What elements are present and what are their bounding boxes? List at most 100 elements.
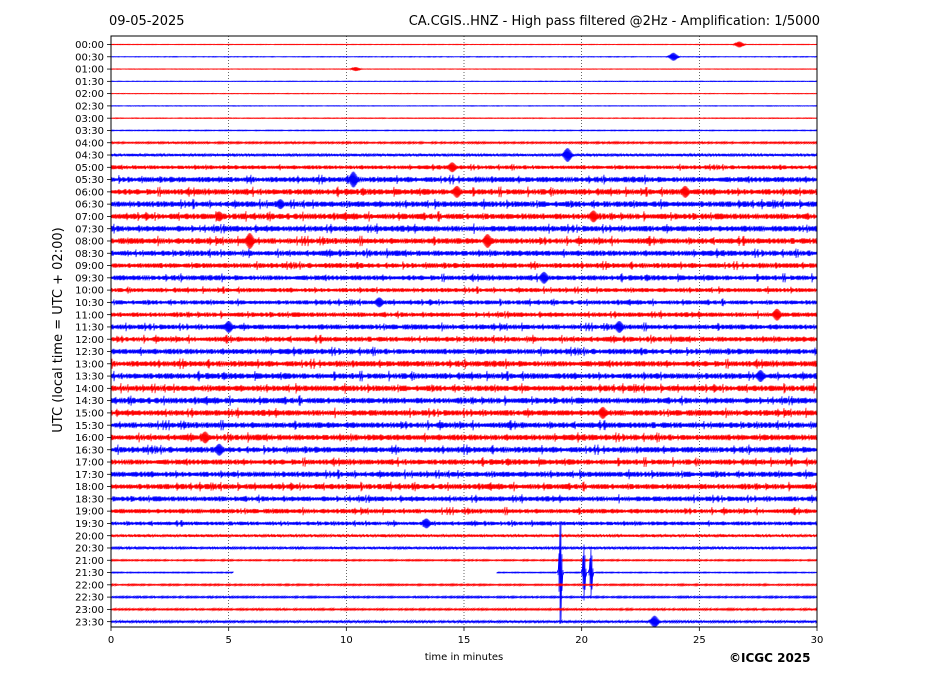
trace-0100: [110, 66, 818, 72]
trace-1000: [110, 286, 818, 295]
y-tick-label: 00:30: [75, 52, 104, 63]
trace-1900: [110, 506, 818, 516]
y-tick-label: 01:00: [75, 65, 104, 76]
trace-2130: [110, 520, 818, 625]
x-tick-label: 30: [811, 635, 824, 646]
trace-1230: [110, 346, 818, 357]
x-axis-ticks: 0 5 10 15 20 25 30: [108, 627, 824, 646]
y-tick-label: 21:00: [75, 556, 104, 567]
trace-2030: [110, 545, 818, 551]
y-tick-label: 17:30: [75, 470, 104, 481]
trace-1500: [110, 406, 818, 419]
x-tick-label: 25: [693, 635, 706, 646]
x-tick-label: 15: [458, 635, 471, 646]
y-tick-label: 19:00: [75, 507, 104, 518]
trace-1530: [110, 419, 818, 431]
trace-2100: [110, 558, 818, 563]
trace-1430: [110, 395, 818, 407]
y-tick-label: 03:00: [75, 114, 104, 125]
y-tick-label: 03:30: [75, 126, 104, 137]
trace-0130: [110, 80, 818, 83]
x-axis-label: time in minutes: [425, 652, 504, 663]
trace-0330: [110, 129, 818, 132]
y-tick-label: 14:30: [75, 396, 104, 407]
trace-0400: [110, 140, 818, 146]
y-tick-label: 07:00: [75, 212, 104, 223]
trace-2000: [110, 533, 818, 539]
trace-2200: [110, 582, 818, 588]
y-tick-label: 11:00: [75, 310, 104, 321]
trace-1800: [110, 481, 818, 492]
y-tick-label: 15:30: [75, 421, 104, 432]
y-tick-label: 12:30: [75, 347, 104, 358]
y-tick-label: 05:30: [75, 175, 104, 186]
y-tick-label: 23:30: [75, 617, 104, 628]
trace-0300: [110, 117, 818, 120]
trace-1300: [110, 358, 818, 370]
x-tick-label: 10: [340, 635, 353, 646]
y-tick-label: 05:00: [75, 163, 104, 174]
y-tick-label: 09:30: [75, 273, 104, 284]
trace-1830: [110, 494, 818, 504]
trace-0500: [110, 162, 818, 173]
y-tick-label: 06:00: [75, 187, 104, 198]
y-tick-label: 00:00: [75, 40, 104, 51]
y-tick-label: 02:30: [75, 102, 104, 113]
trace-0630: [110, 198, 818, 210]
y-tick-label: 09:00: [75, 261, 104, 272]
chart-title: CA.CGIS..HNZ - High pass filtered @2Hz -…: [409, 14, 820, 29]
y-tick-label: 20:30: [75, 544, 104, 555]
trace-1400: [110, 382, 818, 394]
trace-1630: [110, 443, 818, 456]
trace-2230: [110, 594, 818, 600]
y-tick-label: 15:00: [75, 409, 104, 420]
trace-0030: [110, 52, 818, 61]
y-tick-label: 08:30: [75, 249, 104, 260]
trace-0830: [110, 248, 818, 259]
trace-0900: [110, 260, 818, 271]
trace-0200: [110, 92, 818, 95]
y-tick-label: 22:30: [75, 593, 104, 604]
trace-1200: [110, 334, 818, 344]
y-tick-label: 12:00: [75, 335, 104, 346]
trace-1100: [110, 308, 818, 321]
copyright-credit: ©ICGC 2025: [729, 651, 811, 665]
y-tick-label: 14:00: [75, 384, 104, 395]
trace-1730: [110, 469, 818, 480]
trace-0730: [110, 223, 818, 235]
plot-frame: [110, 35, 818, 628]
trace-0230: [110, 104, 818, 107]
minute-gridlines: [228, 36, 700, 627]
trace-2330: [110, 615, 818, 628]
y-tick-label: 04:00: [75, 138, 104, 149]
trace-1600: [110, 431, 818, 444]
y-tick-label: 16:00: [75, 433, 104, 444]
y-tick-label: 17:00: [75, 458, 104, 469]
y-tick-label: 01:30: [75, 77, 104, 88]
x-tick-label: 20: [575, 635, 588, 646]
chart-date: 09-05-2025: [109, 14, 185, 29]
seismic-traces: [110, 41, 818, 628]
trace-0800: [110, 232, 818, 250]
y-axis-label: UTC (local time = UTC + 02:00): [51, 227, 66, 432]
y-tick-label: 10:30: [75, 298, 104, 309]
x-tick-label: 5: [225, 635, 231, 646]
y-tick-label: 22:00: [75, 580, 104, 591]
y-tick-label: 18:30: [75, 494, 104, 505]
trace-1700: [110, 456, 818, 468]
y-tick-label: 21:30: [75, 568, 104, 579]
y-tick-label: 06:30: [75, 200, 104, 211]
y-tick-label: 07:30: [75, 224, 104, 235]
trace-0700: [110, 210, 818, 223]
y-tick-label: 08:00: [75, 237, 104, 248]
y-tick-label: 20:00: [75, 531, 104, 542]
y-tick-label: 11:30: [75, 323, 104, 334]
trace-2300: [110, 607, 818, 612]
y-tick-label: 18:00: [75, 482, 104, 493]
trace-1130: [110, 320, 818, 333]
trace-0000: [110, 41, 818, 48]
y-tick-label: 10:00: [75, 286, 104, 297]
y-tick-label: 13:00: [75, 359, 104, 370]
